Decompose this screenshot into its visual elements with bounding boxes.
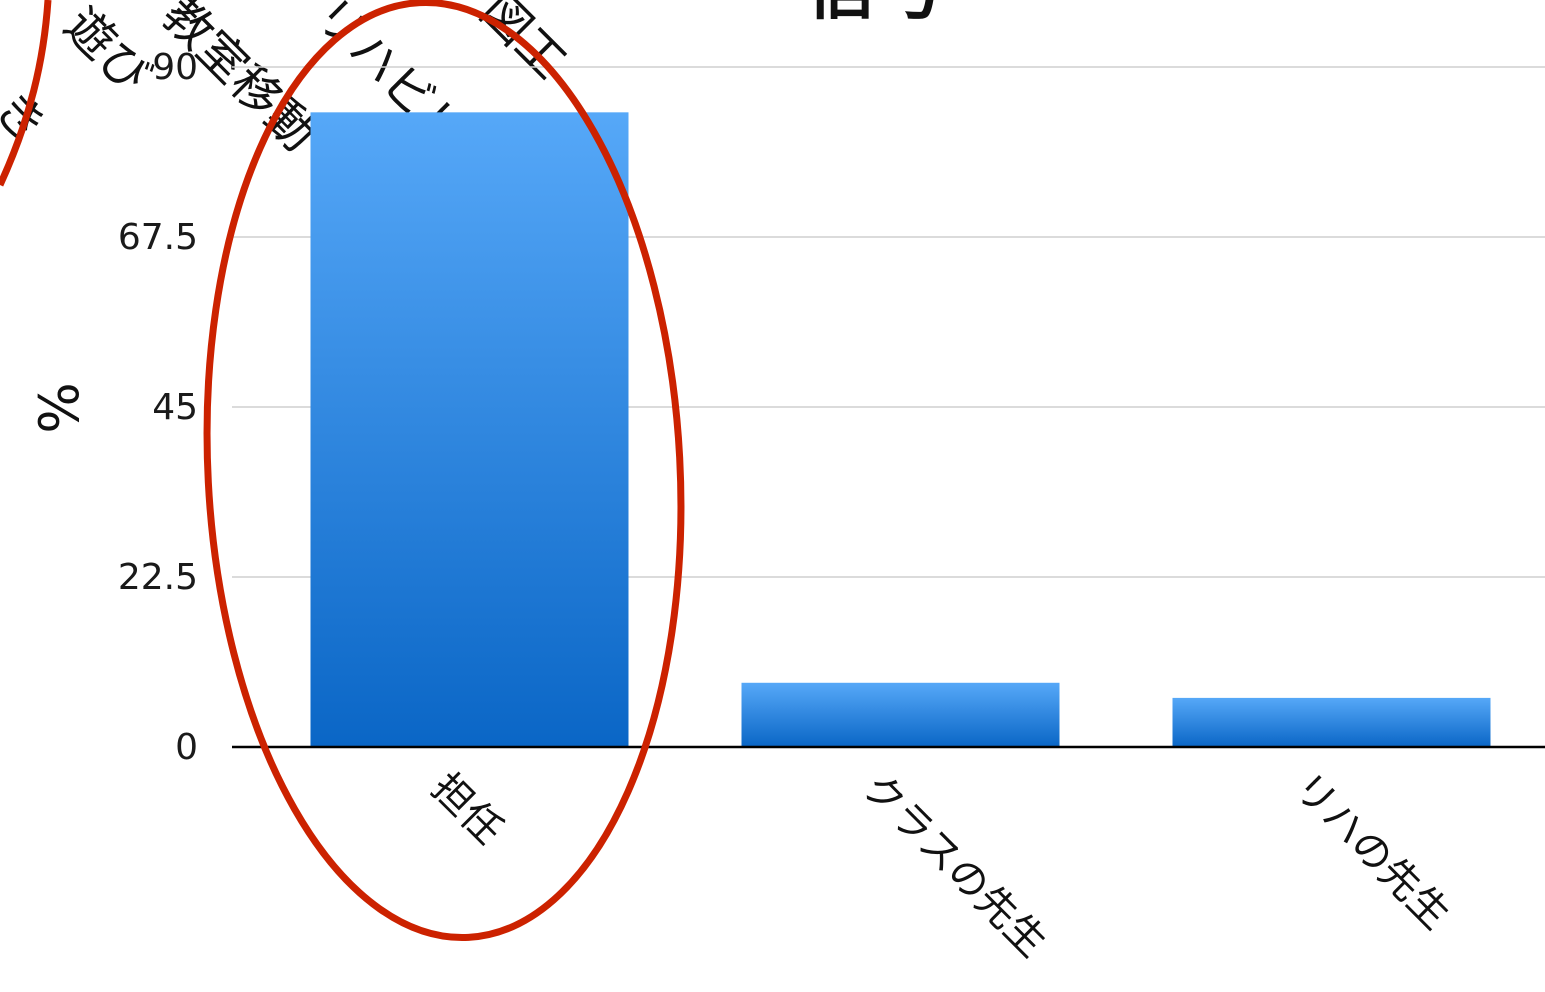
- bar-3: [1172, 697, 1491, 747]
- chart-title-fragment: 信号: [806, 0, 946, 29]
- y-axis-label: %: [28, 382, 91, 433]
- y-tick-label: 90: [152, 47, 198, 88]
- x-category-label: クラスの先生: [853, 765, 1055, 967]
- y-tick-label: 0: [175, 727, 198, 768]
- y-tick-label: 45: [152, 387, 198, 428]
- bars: [310, 112, 1491, 748]
- bar-1: [310, 112, 629, 748]
- bar-2: [741, 682, 1060, 747]
- x-axis-labels: 担任 クラスの先生 リハの先生: [422, 765, 1458, 967]
- x-category-label: リハの先生: [1284, 765, 1458, 939]
- x-category-label: 担任: [422, 765, 511, 854]
- y-tick-label: 67.5: [118, 217, 198, 258]
- highlight-ellipse: [203, 0, 685, 942]
- highlight-arc-partial: [0, 0, 52, 187]
- cropped-label-asobi: 遊び: [54, 0, 161, 104]
- y-tick-label: 22.5: [118, 557, 198, 598]
- y-axis-ticks: 0 22.5 45 67.5 90: [118, 47, 198, 768]
